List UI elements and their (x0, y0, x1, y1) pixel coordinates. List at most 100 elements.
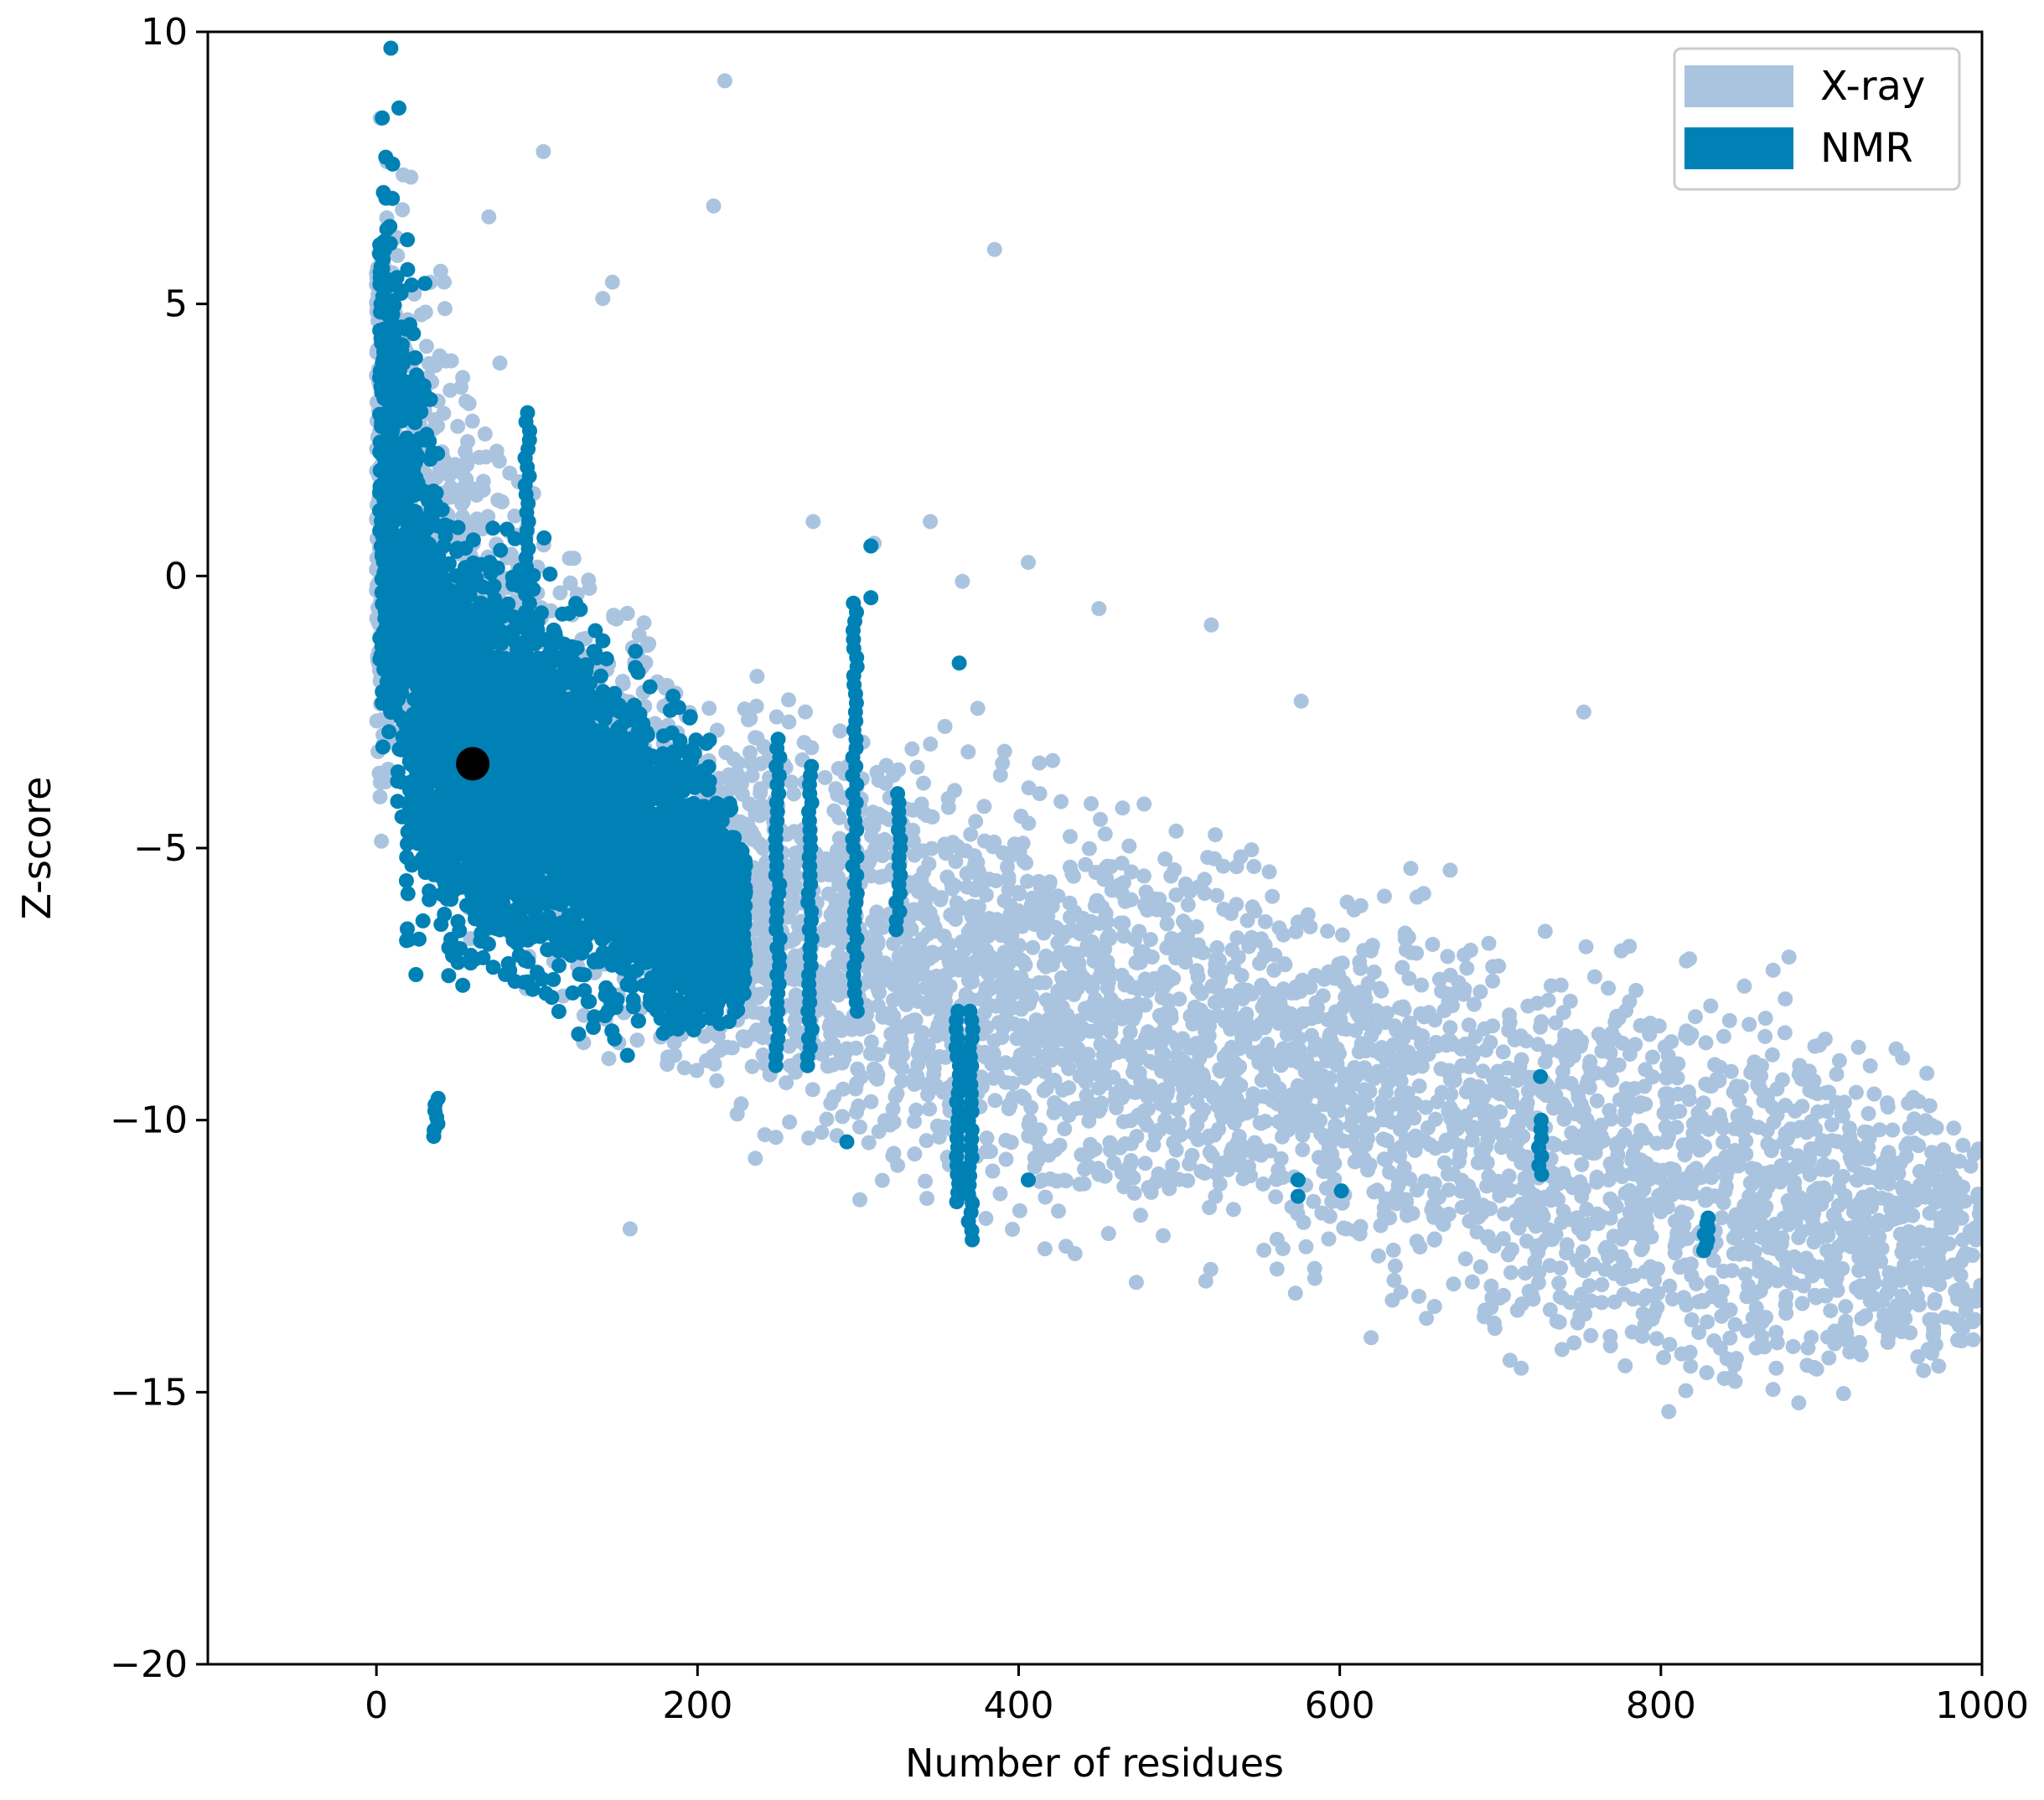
xray-point (1659, 1094, 1675, 1109)
xray-point (1729, 1078, 1745, 1094)
xray-point (709, 1073, 725, 1089)
xray-point (1907, 1278, 1923, 1294)
xray-point (1026, 1057, 1042, 1073)
xray-point (1679, 953, 1695, 969)
xray-point (1617, 1255, 1633, 1271)
xray-point (1393, 1120, 1409, 1135)
xray-point (1180, 1172, 1196, 1188)
xray-point (1203, 1261, 1219, 1277)
xray-point (972, 873, 988, 888)
xray-point (1765, 1382, 1781, 1398)
xray-point (1658, 1181, 1674, 1197)
xray-point (1377, 888, 1392, 904)
xray-point (852, 1119, 867, 1135)
xray-point (1121, 838, 1137, 854)
xray-point (996, 892, 1012, 908)
xray-point (929, 975, 944, 990)
xray-point (1199, 1130, 1215, 1146)
xray-point (1925, 1273, 1941, 1289)
xray-point (1042, 874, 1058, 890)
xray-point (494, 494, 510, 509)
xray-point (1503, 1182, 1519, 1198)
xray-point (979, 1130, 995, 1146)
xray-point (1128, 1275, 1144, 1291)
xray-point (919, 1191, 935, 1207)
xray-point (1779, 1130, 1795, 1146)
xray-point (1092, 1100, 1108, 1116)
xray-point (1398, 942, 1414, 958)
xray-point (689, 1063, 705, 1078)
xray-point (1816, 1156, 1832, 1172)
xray-point (848, 1081, 863, 1097)
xray-point (1318, 1159, 1334, 1175)
xray-point (1829, 1066, 1845, 1082)
xray-point (1346, 902, 1362, 918)
xray-point (1643, 1197, 1658, 1213)
xray-point (893, 955, 909, 971)
xray-point (1054, 1005, 1070, 1021)
xray-point (1232, 1058, 1248, 1074)
xray-point (936, 1010, 952, 1026)
xray-point (886, 1146, 902, 1161)
xray-point (1554, 1342, 1570, 1358)
xray-point (1457, 1251, 1473, 1267)
xray-point (1562, 993, 1578, 1009)
xray-point (1827, 1336, 1843, 1352)
xray-point (1635, 1239, 1651, 1255)
xray-point (1021, 815, 1037, 831)
xray-point (1229, 930, 1245, 946)
xray-point (947, 783, 963, 799)
xray-point (1865, 1270, 1881, 1285)
xray-point (1486, 1070, 1501, 1086)
xray-point (1146, 1137, 1162, 1153)
xray-point (1823, 1303, 1839, 1319)
xray-point (1000, 859, 1015, 875)
xray-point (1727, 1316, 1743, 1332)
xray-point (1836, 1094, 1852, 1110)
xray-point (741, 711, 756, 727)
xray-point (970, 701, 986, 716)
xray-point (1901, 1095, 1917, 1111)
xray-point (1459, 960, 1475, 976)
xray-point (1042, 1143, 1057, 1159)
xray-point (781, 714, 797, 730)
xray-point (1824, 1265, 1840, 1280)
xray-point (864, 936, 880, 952)
xray-point (374, 833, 390, 849)
xray-point (1411, 1078, 1427, 1094)
xray-point (1615, 1035, 1630, 1051)
xray-point (601, 1051, 617, 1067)
xray-point (1757, 1028, 1773, 1044)
xray-point (1247, 903, 1263, 919)
xray-point (1016, 853, 1032, 869)
xray-point (959, 956, 974, 972)
xray-point (371, 765, 387, 781)
xray-point (1509, 1302, 1525, 1318)
xray-point (1780, 1213, 1796, 1229)
xray-point (1426, 1299, 1442, 1314)
xray-point (1508, 1118, 1524, 1134)
xray-point (1472, 1259, 1488, 1275)
xray-point (1156, 1228, 1171, 1244)
xray-point (967, 856, 983, 872)
xray-point (1302, 919, 1318, 935)
xray-point (1452, 1138, 1468, 1154)
xray-point (1012, 1203, 1027, 1218)
xray-point (1395, 959, 1410, 975)
xray-point (1103, 1038, 1119, 1054)
xray-point (1664, 1034, 1679, 1050)
xray-point (1551, 1275, 1567, 1291)
xray-point (660, 1057, 675, 1072)
xray-point (1103, 859, 1119, 875)
xray-point (801, 1130, 817, 1146)
xray-point (1225, 959, 1241, 975)
xray-point (1617, 1217, 1633, 1233)
xray-point (1081, 935, 1097, 951)
xray-point (1906, 1135, 1922, 1151)
xray-point (804, 740, 820, 756)
xray-point (1714, 1210, 1730, 1226)
xray-point (1208, 1188, 1224, 1204)
xray-point (998, 1151, 1014, 1167)
xray-point (1128, 1047, 1143, 1063)
